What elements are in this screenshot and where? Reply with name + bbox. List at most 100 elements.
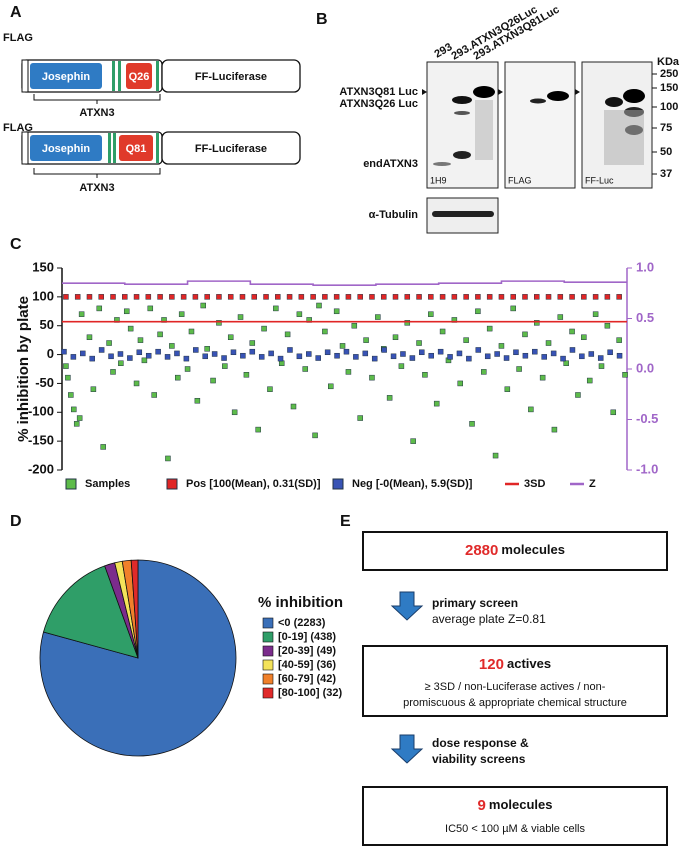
point	[466, 355, 472, 362]
point	[563, 360, 569, 366]
point	[243, 372, 250, 378]
point	[290, 403, 297, 410]
panel-label: A	[10, 4, 22, 21]
legend-swatch	[332, 478, 344, 490]
legend-title: % inhibition	[258, 594, 343, 611]
antibody-label: 1H9	[430, 175, 447, 185]
protein-label: ATXN3	[79, 107, 114, 119]
point	[486, 325, 493, 332]
point	[398, 363, 405, 369]
band	[452, 96, 472, 104]
step-box	[362, 531, 668, 571]
point	[428, 352, 434, 359]
point	[522, 294, 528, 300]
point	[89, 355, 95, 362]
band	[433, 162, 451, 166]
reporter-box	[161, 59, 301, 93]
point	[273, 305, 279, 312]
y2-tick-label: 1.0	[636, 259, 654, 274]
point	[263, 294, 269, 300]
point	[439, 294, 446, 300]
domain-label: Josephin	[42, 143, 91, 155]
legend-swatch	[262, 645, 274, 657]
point	[227, 334, 234, 341]
point	[164, 354, 171, 360]
point	[231, 409, 238, 416]
pie-slice	[130, 559, 139, 659]
point	[183, 355, 190, 362]
y2-tick-label: -1.0	[636, 461, 658, 476]
stripe	[113, 133, 116, 163]
y-tick-label: -50	[35, 375, 54, 390]
point	[386, 395, 393, 401]
scatter-chart: -200 -150 -100 -50 0 50 100 150 -1.0 -0.5 0.0 0.5 1.…	[15, 259, 658, 489]
point	[178, 311, 185, 317]
point	[586, 377, 593, 384]
point	[74, 294, 81, 300]
point	[392, 334, 399, 341]
reporter-box	[161, 131, 301, 165]
point	[204, 294, 210, 300]
point	[249, 340, 256, 346]
point	[607, 349, 613, 356]
tag-label: FLAG	[3, 122, 33, 134]
point	[127, 325, 134, 332]
legend-swatch	[65, 478, 77, 490]
point	[302, 366, 309, 372]
point	[463, 337, 469, 343]
transition-detail: average plate Z=0.81	[432, 612, 546, 626]
blot: 1H9	[426, 61, 499, 189]
point	[316, 302, 322, 309]
point	[287, 347, 293, 353]
point	[118, 360, 124, 366]
point	[312, 432, 318, 439]
point	[457, 380, 463, 387]
point	[145, 294, 152, 300]
point	[141, 357, 148, 364]
antibody-label: FLAG	[508, 175, 532, 185]
point	[456, 350, 463, 357]
point	[80, 350, 86, 357]
point	[539, 374, 546, 381]
stripe	[156, 61, 159, 91]
point	[204, 346, 210, 352]
mw-label: 50	[660, 146, 672, 158]
mw-label: 75	[660, 122, 672, 134]
point	[328, 383, 334, 390]
point	[371, 355, 378, 362]
stripe	[156, 133, 159, 163]
point	[422, 372, 428, 378]
point	[410, 438, 416, 444]
point	[90, 386, 97, 392]
point	[498, 294, 505, 300]
point	[469, 421, 475, 427]
point	[390, 353, 397, 360]
mw-label: 100	[660, 101, 678, 113]
point	[534, 294, 540, 300]
point	[416, 294, 422, 300]
y2-tick-label: 0.5	[636, 310, 654, 325]
antibody-label: FF-Luc	[585, 175, 614, 185]
point	[157, 294, 163, 300]
point	[63, 363, 69, 369]
point	[541, 354, 547, 360]
y2-tick-label: -0.5	[636, 411, 658, 426]
legend-label: <0 (2283)	[278, 617, 326, 629]
point	[258, 354, 265, 360]
mw-label: 37	[660, 168, 672, 180]
point	[604, 322, 611, 329]
legend-label: [0-19] (438)	[278, 631, 336, 643]
panel-label: D	[10, 513, 22, 530]
point	[169, 294, 175, 300]
y2-tick-label: 0.0	[636, 360, 654, 375]
panel-label: B	[316, 11, 328, 28]
point	[334, 352, 340, 359]
point	[145, 352, 152, 359]
point	[343, 348, 350, 355]
point	[306, 351, 312, 357]
point	[532, 348, 538, 355]
tag-label: FLAG	[3, 32, 33, 44]
domain-box	[30, 63, 102, 89]
band-label: endATXN3	[363, 158, 418, 170]
legend-label: [40-59] (36)	[278, 659, 336, 671]
